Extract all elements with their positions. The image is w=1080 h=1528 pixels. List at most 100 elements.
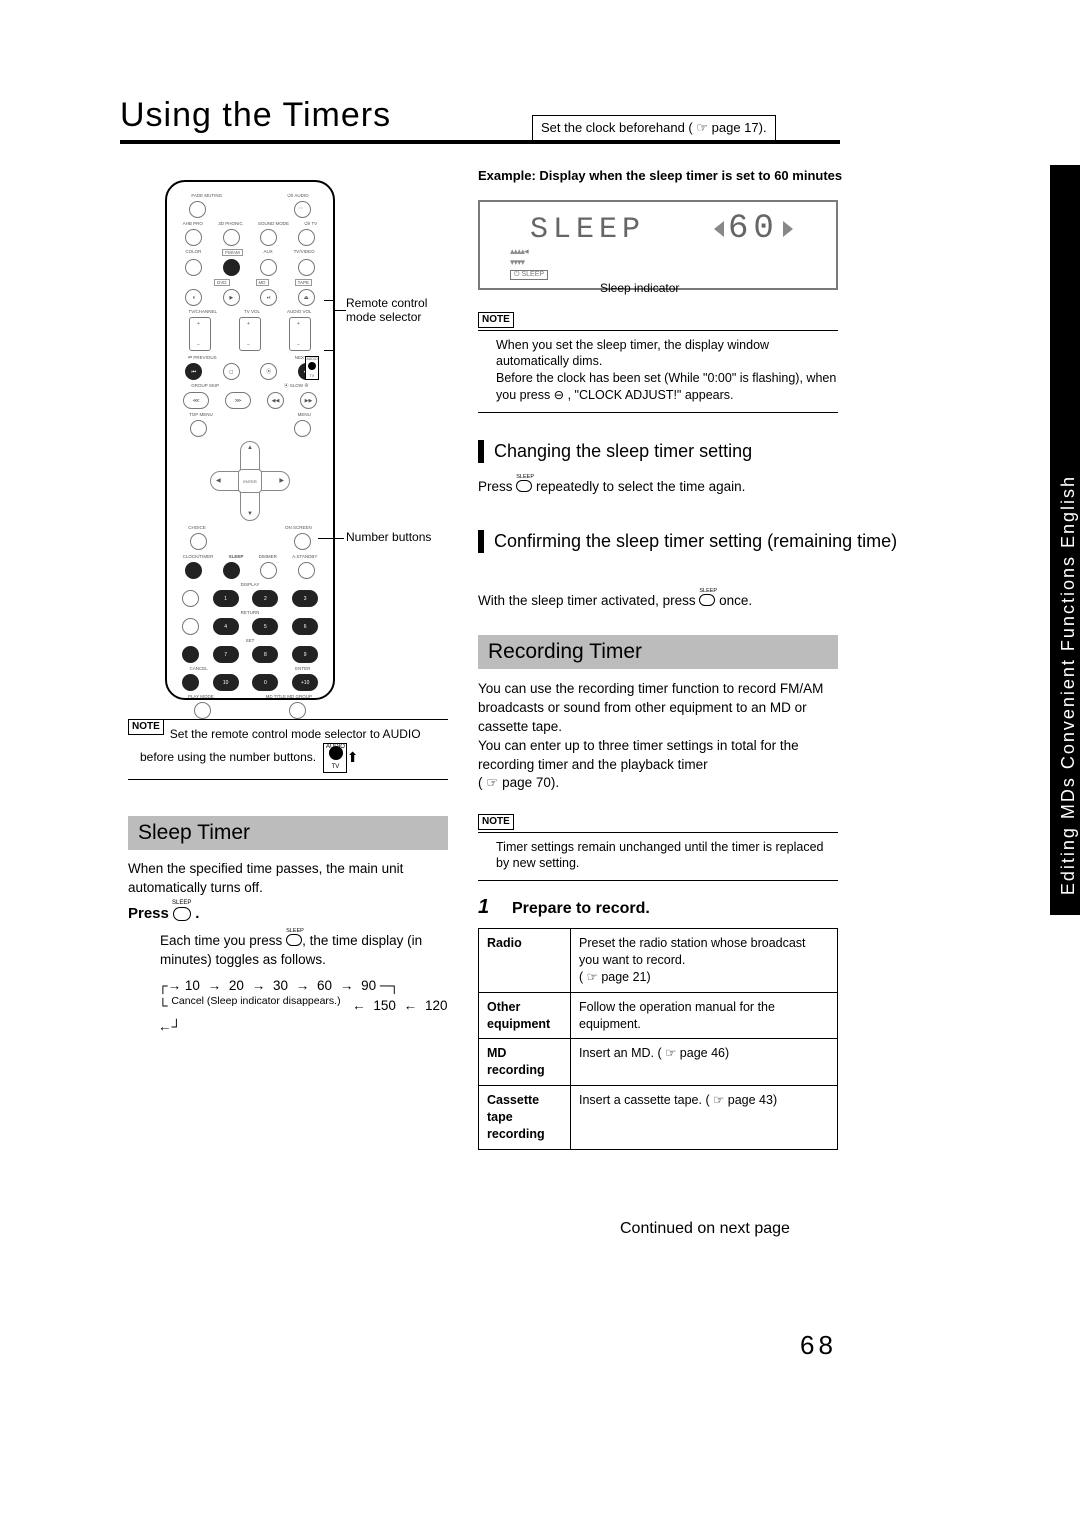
subhead-confirm-sleep: Confirming the sleep timer setting (rema… bbox=[478, 530, 897, 553]
rc-num: 3 bbox=[292, 590, 318, 607]
rc-label: MD TITLE MD GROUP bbox=[266, 694, 312, 699]
tval: 30 bbox=[273, 978, 288, 993]
display-main: SLEEP 60 bbox=[530, 210, 793, 248]
remote-note-body: Set the remote control mode selector to … bbox=[140, 727, 421, 764]
rc-label: GROUP SKIP bbox=[191, 383, 219, 389]
rc-label: AUDIO VOL bbox=[287, 309, 312, 314]
rc-label: ⏻/I AUDIO bbox=[287, 193, 308, 198]
rc-label: SLEEP bbox=[229, 554, 244, 559]
toggle-diagram: ┌→ 10 20 30 60 90 ─┐ └ Cancel (Sleep ind… bbox=[158, 976, 458, 1037]
tri-right-icon bbox=[783, 221, 793, 237]
rc-label: CLOCK/TIMER bbox=[183, 554, 214, 559]
display-sleep-text: SLEEP bbox=[530, 213, 645, 247]
table-row: Cassette tape recording Insert a cassett… bbox=[479, 1086, 838, 1150]
switch-tv: TV bbox=[324, 763, 346, 771]
rc-label: AUX bbox=[264, 249, 273, 256]
cell-k: Cassette tape recording bbox=[479, 1086, 571, 1150]
cell-k: Other equipment bbox=[479, 992, 571, 1039]
rc-btn: ⏯ bbox=[260, 289, 277, 306]
rc-label: TOP MENU bbox=[189, 412, 213, 417]
rc-num: 2 bbox=[252, 590, 278, 607]
rc-label: 3D PHONIC bbox=[218, 221, 243, 226]
rc-num: 10 bbox=[213, 674, 239, 691]
rc-label: ⏻/I TV bbox=[304, 221, 317, 226]
dpad-icon: ENTER ▲ ▼ ◀ ▶ bbox=[210, 441, 290, 521]
rc-label: TAPE bbox=[295, 279, 312, 286]
rc-label: ENTER bbox=[295, 666, 310, 671]
cell-k: Radio bbox=[479, 929, 571, 993]
rc-label: ON SCREEN bbox=[285, 525, 312, 530]
press-label: Press bbox=[128, 905, 173, 922]
subhead-change-sleep: Changing the sleep timer setting bbox=[478, 440, 752, 463]
rc-label: TV VOL bbox=[244, 309, 260, 314]
rc-label: AHB PRO bbox=[183, 221, 203, 226]
rc-label: DIMMER bbox=[259, 554, 277, 559]
press-sleep-row: Press . bbox=[128, 905, 199, 922]
sleep-body-2: Each time you press , the time display (… bbox=[160, 932, 460, 970]
cell-k: MD recording bbox=[479, 1039, 571, 1086]
sleep-body2a: Each time you press bbox=[160, 933, 286, 948]
cell-v: Insert a cassette tape. ( ☞ page 43) bbox=[571, 1086, 838, 1150]
audio-tv-switch-icon: AUDIO TV ⬆ bbox=[323, 743, 347, 773]
sleep-body-1: When the specified time passes, the main… bbox=[128, 860, 448, 898]
tval: 150 bbox=[373, 998, 396, 1013]
sleep-button-icon bbox=[286, 934, 302, 946]
example-label: Example: Display when the sleep timer is… bbox=[478, 168, 842, 183]
rc-btn: ⏏ bbox=[298, 289, 315, 306]
tri-left-icon bbox=[714, 221, 724, 237]
table-row: MD recording Insert an MD. ( ☞ page 46) bbox=[479, 1039, 838, 1086]
rc-label: TV/CHANNEL bbox=[188, 309, 217, 314]
sleep-indicator-graphic: ▴▴▴▴◂▾▾▾▾ ⏻ SLEEP bbox=[510, 246, 548, 280]
page-number: 68 bbox=[800, 1330, 837, 1361]
sleep-mini-label: SLEEP bbox=[521, 271, 544, 278]
rc-label: DISPLAY bbox=[241, 582, 260, 587]
rc-label: FADE MUTING bbox=[191, 193, 222, 198]
subbody-change-sleep: Press repeatedly to select the time agai… bbox=[478, 478, 838, 497]
clock-beforehand-note: Set the clock beforehand ( ☞ page 17). bbox=[532, 115, 776, 141]
callout-number-buttons: Number buttons bbox=[346, 530, 456, 544]
rc-label: MENU bbox=[298, 412, 311, 417]
note-box-1: NOTE When you set the sleep timer, the d… bbox=[478, 310, 838, 413]
tval: 120 bbox=[425, 998, 448, 1013]
rc-label: CANCEL bbox=[190, 666, 208, 671]
rc-num: 5 bbox=[252, 618, 278, 635]
rc-label: RETURN bbox=[241, 610, 260, 615]
rc-label: SOUND MODE bbox=[258, 221, 289, 226]
note-label: NOTE bbox=[128, 719, 164, 735]
display-value: 60 bbox=[728, 210, 779, 248]
rc-label: A.STANDBY bbox=[292, 554, 317, 559]
rc-label: CHOICE bbox=[188, 525, 206, 530]
tval: 10 bbox=[185, 978, 200, 993]
rc-enter: ENTER bbox=[238, 469, 262, 493]
mode-selector-icon: AUDIO TV bbox=[305, 356, 319, 380]
remote-note: NOTE Set the remote control mode selecto… bbox=[128, 719, 448, 780]
rc-label: TV bbox=[306, 374, 318, 378]
rc-label: ⦿ SLOW ⊕ bbox=[284, 383, 309, 389]
rc-btn: ▶ bbox=[223, 289, 240, 306]
tval: 60 bbox=[317, 978, 332, 993]
note-label: NOTE bbox=[478, 814, 514, 830]
side-tab-text: Editing MDs Convenient Functions English bbox=[1058, 475, 1079, 895]
continued-label: Continued on next page bbox=[620, 1220, 790, 1238]
rc-num: 1 bbox=[213, 590, 239, 607]
rc-label: MD bbox=[256, 279, 269, 286]
recording-para: You can use the recording timer function… bbox=[478, 680, 838, 793]
rc-label: DVD bbox=[214, 279, 230, 286]
rc-label: ⏮ PREVIOUS bbox=[188, 355, 217, 360]
step1-text: Prepare to record. bbox=[512, 900, 650, 918]
page-title: Using the Timers bbox=[120, 96, 391, 135]
tval: 90 bbox=[361, 978, 376, 993]
sleep-timer-bar: Sleep Timer bbox=[128, 816, 448, 850]
note-box-2: NOTE Timer settings remain unchanged unt… bbox=[478, 812, 838, 881]
cell-v: Follow the operation manual for the equi… bbox=[571, 992, 838, 1039]
table-row: Radio Preset the radio station whose bro… bbox=[479, 929, 838, 993]
callout-mode-selector: Remote control mode selector bbox=[346, 296, 456, 325]
rc-num: +10 bbox=[292, 674, 318, 691]
rc-num: 0 bbox=[252, 674, 278, 691]
note-label: NOTE bbox=[478, 312, 514, 328]
rc-num: 7 bbox=[213, 646, 239, 663]
note-content-2: Timer settings remain unchanged until th… bbox=[478, 832, 838, 882]
rc-num: 9 bbox=[292, 646, 318, 663]
note1-line2: Before the clock has been set (While "0:… bbox=[496, 370, 838, 404]
sleep-button-icon bbox=[516, 480, 532, 492]
